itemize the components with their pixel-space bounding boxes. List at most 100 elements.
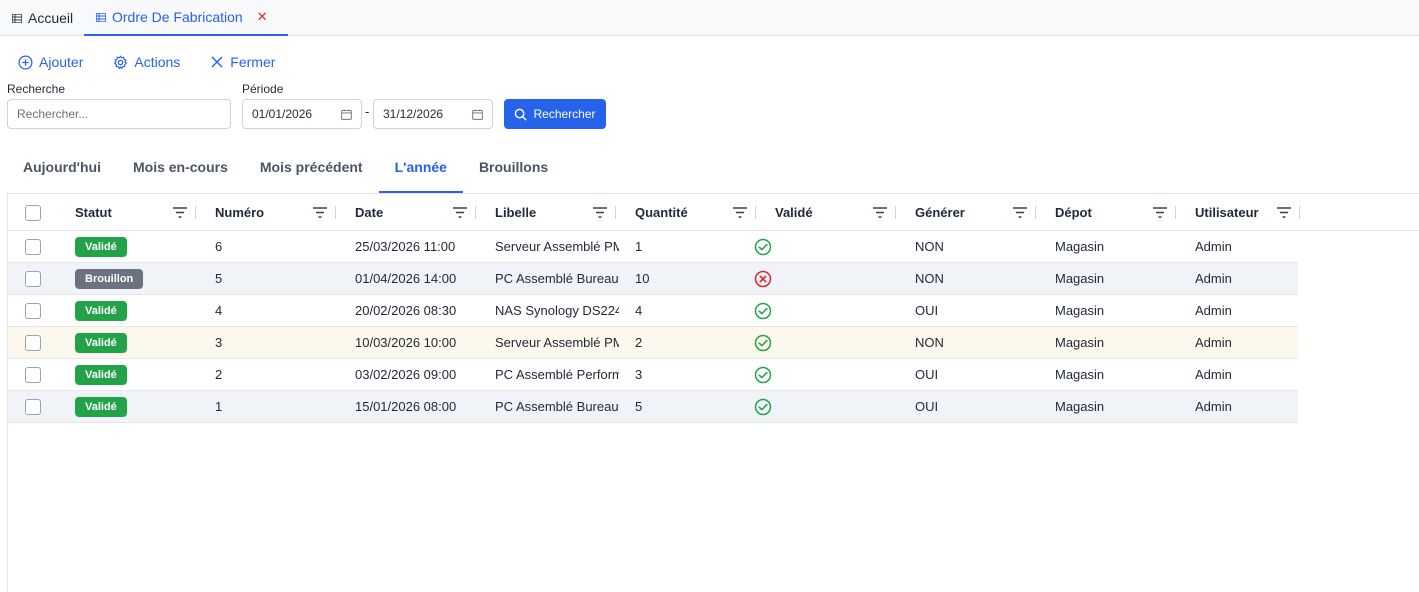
column-header-valide[interactable]: Validé [755, 194, 896, 231]
status-badge: Validé [75, 236, 127, 257]
column-header-label: Dépot [1055, 205, 1092, 220]
row-checkbox[interactable] [25, 302, 41, 319]
column-separator[interactable] [195, 206, 196, 219]
column-header-label: Statut [75, 205, 112, 220]
tab-aujourdhui[interactable]: Aujourd'hui [23, 159, 101, 175]
column-header-depot[interactable]: Dépot [1035, 194, 1176, 231]
search-icon [515, 108, 528, 121]
filter-icon[interactable] [733, 207, 747, 218]
column-separator[interactable] [1035, 206, 1036, 219]
column-separator[interactable] [335, 206, 336, 219]
cell-statut: Validé [75, 231, 127, 262]
column-separator[interactable] [755, 206, 756, 219]
list-icon [96, 12, 106, 22]
row-checkbox[interactable] [25, 366, 41, 383]
tab-brouillons[interactable]: Brouillons [478, 159, 549, 175]
filter-icon[interactable] [173, 207, 187, 218]
column-header-libelle[interactable]: Libelle [475, 194, 616, 231]
row-select-cell [25, 231, 41, 262]
cell-utilisateur: Admin [1195, 239, 1232, 254]
tab-lannee[interactable]: L'année [378, 148, 463, 193]
cell-date: 10/03/2026 10:00 [355, 335, 457, 350]
fabrication-orders-grid: Statut Numéro Date Libelle Quantité Vali… [7, 193, 1419, 592]
table-row[interactable]: Validé 4 20/02/2026 08:30 NAS Synology DS22… [8, 295, 1298, 327]
tab-ordre-de-fabrication[interactable]: Ordre De Fabrication ✕ [84, 0, 288, 36]
cell-libelle: PC Assemblé Bureautique [495, 399, 619, 414]
actions-button-label: Actions [134, 54, 181, 70]
cell-valide [754, 295, 772, 326]
search-input[interactable] [7, 99, 231, 129]
cell-statut: Validé [75, 327, 127, 358]
status-badge: Validé [75, 364, 127, 385]
search-button-label: Rechercher [533, 107, 596, 121]
calendar-icon[interactable] [472, 108, 483, 120]
calendar-icon[interactable] [341, 108, 352, 120]
row-checkbox[interactable] [25, 334, 41, 351]
app-tab-bar: Accueil Ordre De Fabrication ✕ [0, 0, 1419, 36]
column-header-label: Libelle [495, 205, 537, 220]
table-row[interactable]: Brouillon 5 01/04/2026 14:00 PC Assemblé Bu… [8, 263, 1298, 295]
table-row[interactable]: Validé 1 15/01/2026 08:00 PC Assemblé Burea… [8, 391, 1298, 423]
column-header-statut[interactable]: Statut [55, 194, 196, 231]
filter-icon[interactable] [453, 207, 467, 218]
cell-depot: Magasin [1055, 399, 1105, 414]
column-header-utilisateur[interactable]: Utilisateur [1175, 194, 1300, 231]
column-header-quantite[interactable]: Quantité [615, 194, 756, 231]
close-button-label: Fermer [230, 54, 276, 70]
cell-statut: Validé [75, 359, 127, 390]
column-header-numero[interactable]: Numéro [195, 194, 336, 231]
tab-mois-precedent[interactable]: Mois précédent [259, 159, 363, 175]
cell-valide [754, 263, 772, 294]
row-checkbox[interactable] [25, 270, 41, 287]
column-separator[interactable] [475, 206, 476, 219]
filter-icon[interactable] [593, 207, 607, 218]
column-header-generer[interactable]: Générer [895, 194, 1036, 231]
cell-statut: Brouillon [75, 263, 144, 294]
table-row[interactable]: Validé 6 25/03/2026 11:00 Serveur Assemblé … [8, 231, 1298, 263]
column-separator[interactable] [615, 206, 616, 219]
filter-icon[interactable] [1153, 207, 1167, 218]
toolbar: Ajouter Actions Fermer [18, 52, 275, 72]
tab-mois-en-cours[interactable]: Mois en-cours [132, 159, 228, 175]
cell-statut: Validé [75, 295, 127, 326]
filter-icon[interactable] [313, 207, 327, 218]
column-header-label: Quantité [635, 205, 688, 220]
close-tab-icon[interactable]: ✕ [256, 9, 268, 24]
select-all-checkbox[interactable] [25, 204, 41, 221]
search-button[interactable]: Rechercher [504, 99, 606, 129]
date-separator: - [365, 104, 370, 119]
tab-accueil[interactable]: Accueil [12, 0, 73, 36]
period-tabs: Aujourd'hui Mois en-cours Mois précédent… [7, 148, 564, 193]
close-button[interactable]: Fermer [210, 54, 275, 70]
filter-icon[interactable] [1013, 207, 1027, 218]
status-badge: Brouillon [75, 268, 144, 289]
cell-date: 01/04/2026 14:00 [355, 271, 457, 286]
cell-quantite: 5 [635, 399, 643, 414]
cell-depot: Magasin [1055, 335, 1105, 350]
table-row[interactable]: Validé 3 10/03/2026 10:00 Serveur Assemblé … [8, 327, 1298, 359]
filter-icon[interactable] [1277, 207, 1291, 218]
row-checkbox[interactable] [25, 398, 41, 415]
cell-quantite: 4 [635, 303, 643, 318]
actions-button[interactable]: Actions [113, 54, 180, 70]
cell-valide [754, 327, 772, 358]
add-button[interactable]: Ajouter [18, 54, 83, 70]
table-row[interactable]: Validé 2 03/02/2026 09:00 PC Assemblé Perfo… [8, 359, 1298, 391]
column-separator[interactable] [895, 206, 896, 219]
row-checkbox[interactable] [25, 238, 41, 255]
cell-quantite: 3 [635, 367, 643, 382]
filter-icon[interactable] [873, 207, 887, 218]
cell-libelle: PC Assemblé Performance [495, 367, 619, 382]
column-header-label: Date [355, 205, 384, 220]
cell-depot: Magasin [1055, 367, 1105, 382]
cell-depot: Magasin [1055, 271, 1105, 286]
date-to-input[interactable]: 31/12/2026 [373, 99, 493, 129]
cell-libelle: Serveur Assemblé PME [495, 335, 619, 350]
x-circle-icon [754, 270, 772, 288]
date-from-input[interactable]: 01/01/2026 [242, 99, 362, 129]
column-header-date[interactable]: Date [335, 194, 476, 231]
cell-numero: 4 [215, 303, 223, 318]
column-separator[interactable] [1299, 206, 1300, 219]
cell-generer: NON [915, 271, 944, 286]
column-separator[interactable] [1175, 206, 1176, 219]
